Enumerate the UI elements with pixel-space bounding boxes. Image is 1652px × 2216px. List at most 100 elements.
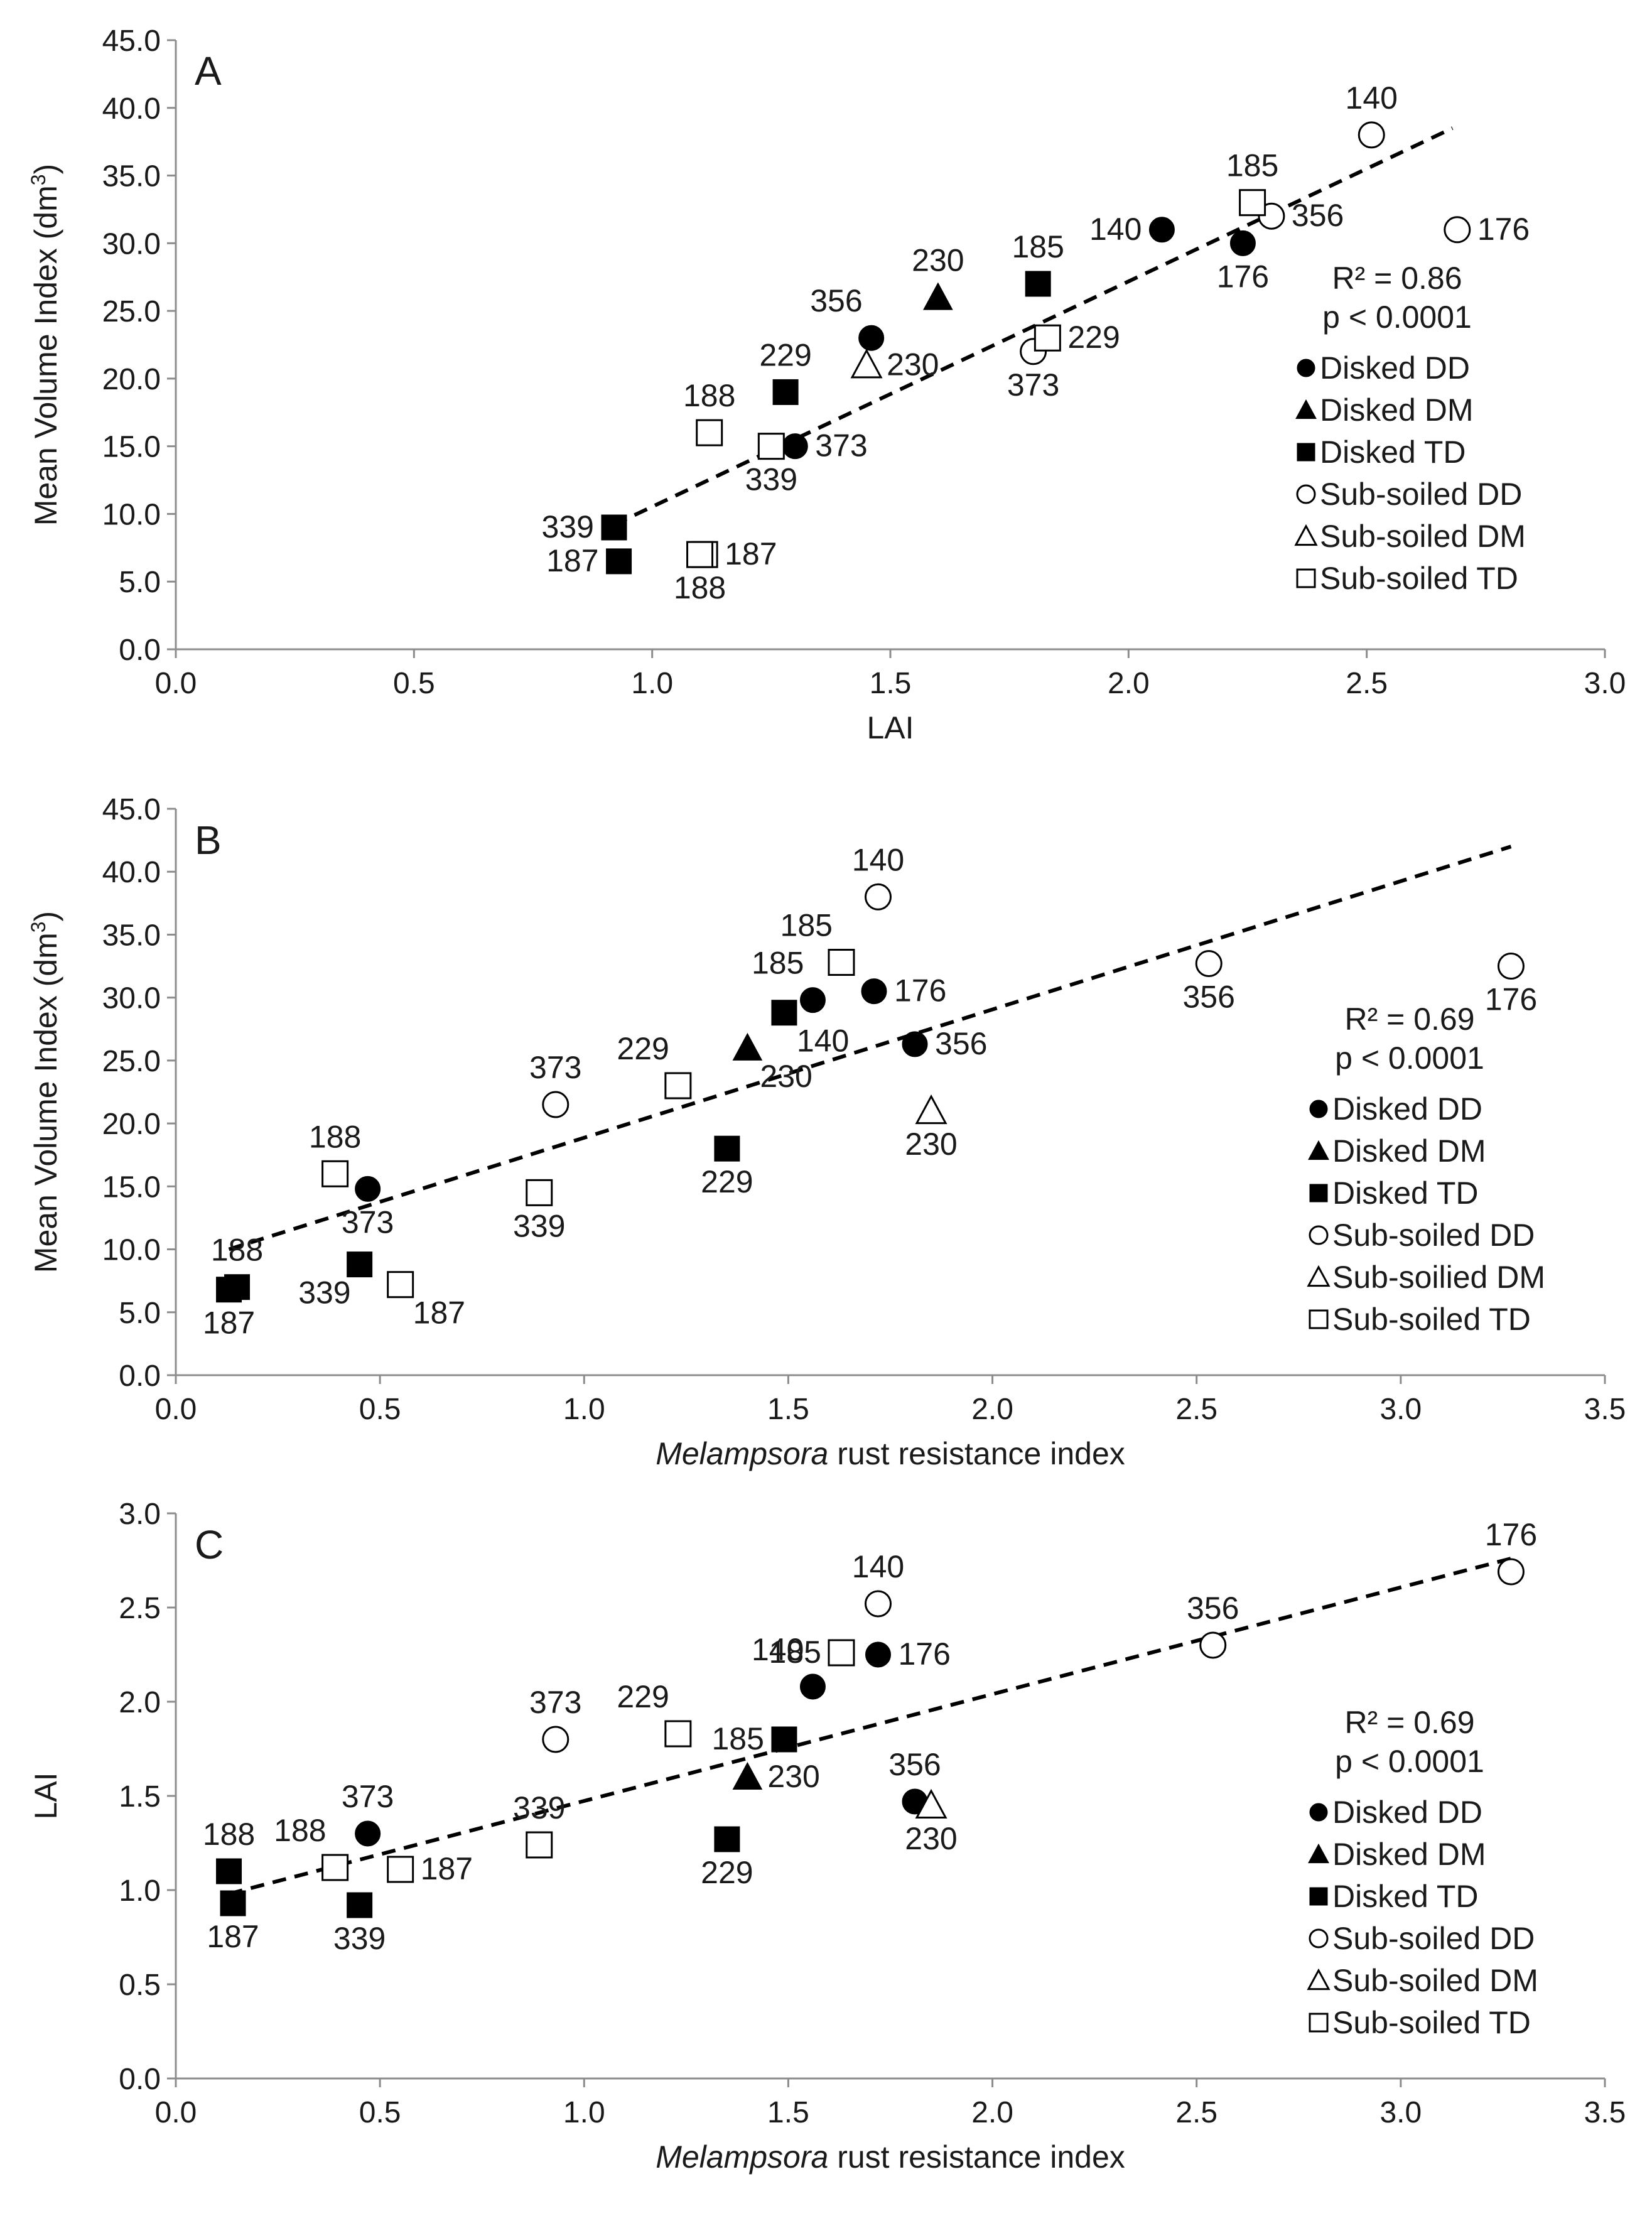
y-tick-label: 0.0: [119, 634, 161, 667]
data-point: [696, 419, 723, 446]
point-label: 185: [1226, 148, 1278, 183]
legend-marker: [1307, 1265, 1331, 1287]
y-axis-label: Mean Volume Index (dm3): [27, 911, 63, 1273]
legend-marker: [1309, 1887, 1328, 1906]
point-label: 356: [1187, 1591, 1239, 1626]
point-label: 339: [513, 1790, 565, 1825]
point-label: 339: [513, 1208, 565, 1243]
legend-label: Sub-soiled DM: [1332, 1963, 1538, 1998]
point-label: 176: [1485, 1517, 1537, 1552]
panel-letter: A: [195, 48, 222, 94]
x-tick-label: 1.0: [563, 2096, 605, 2129]
point-label: 229: [701, 1855, 753, 1890]
x-tick-label: 2.5: [1346, 667, 1388, 700]
point-label: 229: [759, 337, 811, 372]
point-label: 230: [767, 1759, 819, 1794]
point-label: 187: [207, 1919, 259, 1954]
point-label: 230: [760, 1059, 812, 1094]
point-label: 187: [725, 536, 777, 571]
y-tick-label: 10.0: [102, 498, 161, 531]
point-label: 185: [1012, 229, 1064, 264]
x-axis-label: Melampsora rust resistance index: [656, 1436, 1125, 1471]
point-label: 188: [211, 1233, 263, 1268]
data-point: [1034, 324, 1061, 352]
legend-marker: [1296, 484, 1316, 504]
data-point: [864, 883, 892, 911]
point-label: 187: [546, 543, 598, 578]
data-point: [915, 1788, 947, 1819]
x-tick-label: 3.0: [1584, 667, 1626, 700]
point-label: 185: [752, 946, 804, 981]
data-point: [216, 1277, 242, 1303]
data-point: [732, 1032, 763, 1061]
panel-letter: B: [195, 818, 222, 863]
point-label: 188: [203, 1817, 255, 1852]
x-tick-label: 0.5: [359, 2096, 401, 2129]
x-tick-label: 1.0: [631, 667, 673, 700]
point-label: 356: [1183, 980, 1235, 1015]
legend-label: Disked DD: [1332, 1091, 1482, 1127]
point-label: 188: [674, 570, 726, 605]
y-tick-label: 40.0: [102, 856, 161, 889]
data-point: [861, 978, 887, 1005]
legend-marker: [1309, 1184, 1328, 1203]
data-point: [772, 379, 799, 405]
y-axis-label: LAI: [28, 1772, 63, 1819]
data-point: [799, 1673, 826, 1700]
data-point: [1025, 271, 1051, 297]
data-point: [771, 1000, 797, 1026]
y-tick-label: 25.0: [102, 1045, 161, 1078]
data-point: [1148, 217, 1175, 243]
data-point: [347, 1892, 373, 1918]
x-tick-label: 1.5: [767, 1393, 809, 1426]
data-point: [387, 1856, 414, 1883]
data-point: [850, 349, 883, 379]
p-value-label: p < 0.0001: [1335, 1040, 1484, 1076]
y-tick-label: 45.0: [102, 793, 161, 826]
data-point: [714, 1135, 740, 1162]
point-label: 187: [413, 1295, 465, 1331]
data-point: [601, 514, 627, 541]
legend-label: Disked DM: [1332, 1837, 1486, 1872]
legend-label: Sub-soiled DD: [1332, 1921, 1535, 1956]
series-sub-soiled-dd: 140 356 176 373: [529, 1517, 1537, 1753]
y-tick-label: 35.0: [102, 160, 161, 193]
trendline: [228, 1557, 1512, 1896]
data-point: [355, 1176, 381, 1202]
data-point: [387, 1271, 414, 1299]
x-tick-label: 2.0: [971, 2096, 1013, 2129]
legend-label: Sub-soiled DM: [1320, 519, 1526, 554]
x-axis-label: LAI: [866, 710, 914, 745]
y-tick-label: 20.0: [102, 1108, 161, 1141]
point-label: 230: [905, 1821, 957, 1856]
data-point: [355, 1820, 381, 1847]
point-label: 373: [815, 428, 867, 463]
series-sub-soilied-dm: 230: [905, 1094, 958, 1162]
legend-label: Disked TD: [1320, 435, 1466, 470]
point-label: 140: [852, 1549, 904, 1584]
y-tick-label: 2.5: [119, 1592, 161, 1625]
data-point: [799, 987, 826, 1013]
data-point: [321, 1160, 349, 1187]
y-axis-label: Mean Volume Index (dm3): [27, 164, 63, 526]
y-tick-label: 45.0: [102, 24, 161, 58]
point-label: 229: [617, 1679, 669, 1714]
legend-marker: [1295, 399, 1317, 419]
legend-label: Disked TD: [1332, 1879, 1478, 1914]
y-tick-label: 1.0: [119, 1874, 161, 1908]
x-tick-label: 1.5: [767, 2096, 809, 2129]
legend-label: Disked DM: [1320, 392, 1473, 428]
y-tick-label: 15.0: [102, 431, 161, 464]
y-tick-label: 0.5: [119, 1969, 161, 2002]
r-squared-label: R² = 0.69: [1344, 1002, 1474, 1037]
data-point: [902, 1031, 928, 1057]
series-disked-dm: 230: [912, 243, 964, 310]
legend-marker: [1309, 1100, 1328, 1118]
series-sub-soiled-dm: 230: [905, 1788, 958, 1856]
legend: Disked DD Disked DM Disked TD Sub-soiled DD…: [1307, 1091, 1545, 1337]
data-point: [606, 548, 632, 575]
x-tick-label: 3.0: [1379, 1393, 1422, 1426]
point-label: 176: [1485, 982, 1537, 1017]
